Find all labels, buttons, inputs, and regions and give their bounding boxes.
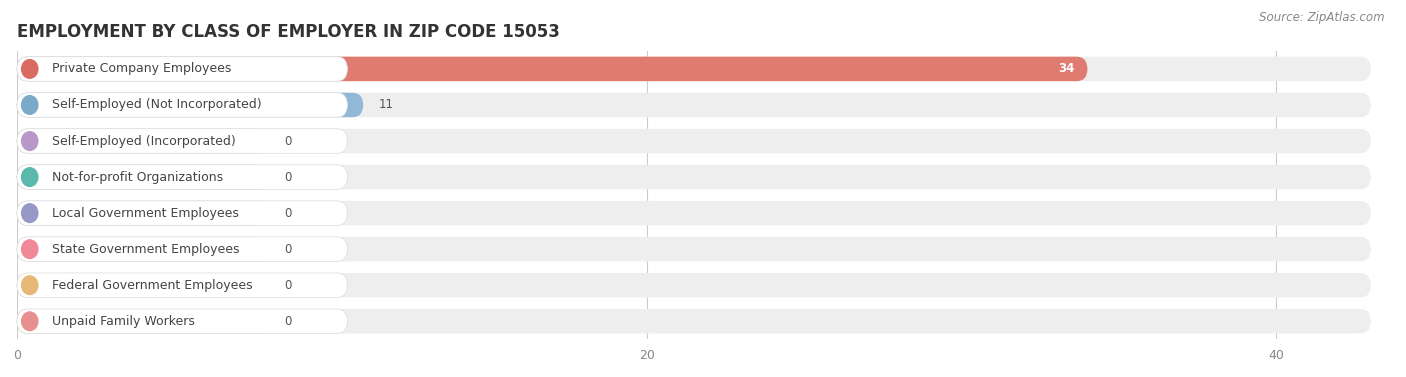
Circle shape bbox=[21, 240, 38, 259]
Text: 0: 0 bbox=[284, 207, 292, 220]
FancyBboxPatch shape bbox=[17, 129, 269, 153]
Circle shape bbox=[21, 204, 38, 222]
Text: Local Government Employees: Local Government Employees bbox=[52, 207, 239, 220]
FancyBboxPatch shape bbox=[17, 165, 269, 189]
FancyBboxPatch shape bbox=[17, 309, 347, 334]
FancyBboxPatch shape bbox=[17, 93, 363, 117]
FancyBboxPatch shape bbox=[17, 93, 1371, 117]
Circle shape bbox=[21, 60, 38, 78]
Text: Not-for-profit Organizations: Not-for-profit Organizations bbox=[52, 170, 224, 184]
Text: Federal Government Employees: Federal Government Employees bbox=[52, 279, 253, 292]
Text: Self-Employed (Not Incorporated): Self-Employed (Not Incorporated) bbox=[52, 98, 262, 112]
FancyBboxPatch shape bbox=[17, 129, 1371, 153]
FancyBboxPatch shape bbox=[17, 165, 347, 189]
FancyBboxPatch shape bbox=[17, 201, 1371, 225]
Text: 0: 0 bbox=[284, 279, 292, 292]
Text: State Government Employees: State Government Employees bbox=[52, 243, 239, 256]
Text: 0: 0 bbox=[284, 170, 292, 184]
FancyBboxPatch shape bbox=[17, 57, 1371, 81]
FancyBboxPatch shape bbox=[17, 309, 269, 334]
Text: 0: 0 bbox=[284, 315, 292, 328]
FancyBboxPatch shape bbox=[17, 237, 347, 261]
Circle shape bbox=[21, 168, 38, 186]
Text: 0: 0 bbox=[284, 243, 292, 256]
Text: Source: ZipAtlas.com: Source: ZipAtlas.com bbox=[1260, 11, 1385, 24]
Circle shape bbox=[21, 96, 38, 114]
FancyBboxPatch shape bbox=[17, 273, 269, 297]
FancyBboxPatch shape bbox=[17, 93, 347, 117]
FancyBboxPatch shape bbox=[17, 273, 1371, 297]
FancyBboxPatch shape bbox=[17, 309, 1371, 334]
Text: Unpaid Family Workers: Unpaid Family Workers bbox=[52, 315, 195, 328]
Text: 34: 34 bbox=[1059, 63, 1074, 75]
Text: 11: 11 bbox=[380, 98, 394, 112]
FancyBboxPatch shape bbox=[17, 201, 347, 225]
Text: EMPLOYMENT BY CLASS OF EMPLOYER IN ZIP CODE 15053: EMPLOYMENT BY CLASS OF EMPLOYER IN ZIP C… bbox=[17, 23, 560, 41]
Circle shape bbox=[21, 312, 38, 331]
FancyBboxPatch shape bbox=[17, 165, 1371, 189]
Text: Private Company Employees: Private Company Employees bbox=[52, 63, 232, 75]
FancyBboxPatch shape bbox=[17, 273, 347, 297]
Text: 0: 0 bbox=[284, 135, 292, 147]
FancyBboxPatch shape bbox=[17, 201, 269, 225]
Text: Self-Employed (Incorporated): Self-Employed (Incorporated) bbox=[52, 135, 236, 147]
Circle shape bbox=[21, 276, 38, 294]
FancyBboxPatch shape bbox=[17, 57, 1087, 81]
FancyBboxPatch shape bbox=[17, 237, 269, 261]
FancyBboxPatch shape bbox=[17, 57, 347, 81]
Circle shape bbox=[21, 132, 38, 150]
FancyBboxPatch shape bbox=[17, 237, 1371, 261]
FancyBboxPatch shape bbox=[17, 129, 347, 153]
